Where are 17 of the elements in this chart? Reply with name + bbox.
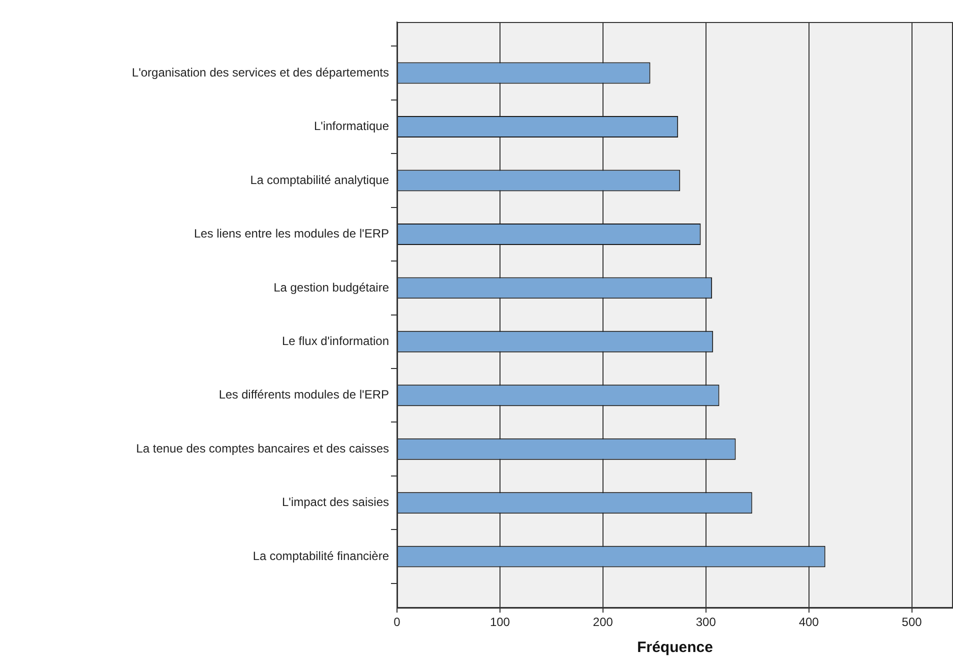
y-tick-label: Les liens entre les modules de l'ERP xyxy=(194,226,389,241)
x-tick-label: 500 xyxy=(902,615,922,630)
x-tick-label: 200 xyxy=(592,615,614,630)
y-tick-label: La comptabilité financière xyxy=(252,548,390,563)
x-tick-label: 100 xyxy=(490,615,510,630)
y-tick-label: L'impact des saisies xyxy=(282,495,389,510)
x-tick-label: 0 xyxy=(394,615,401,630)
y-tick-label: La comptabilité analytique xyxy=(250,172,390,187)
x-axis-title: Fréquence xyxy=(637,639,713,656)
y-tick-label: L'informatique xyxy=(314,119,390,134)
y-tick-label: Les différents modules de l'ERP xyxy=(218,388,389,402)
x-tick-label: 300 xyxy=(696,615,716,630)
y-tick-label: La gestion budgétaire xyxy=(274,280,390,294)
x-tick-label: 400 xyxy=(798,615,820,630)
y-tick-label: La tenue des comptes bancaires et des caisses xyxy=(136,441,389,456)
y-tick-label: Le flux d'information xyxy=(282,334,389,348)
y-tick-label: L'organisation des services et des départements xyxy=(132,65,389,80)
